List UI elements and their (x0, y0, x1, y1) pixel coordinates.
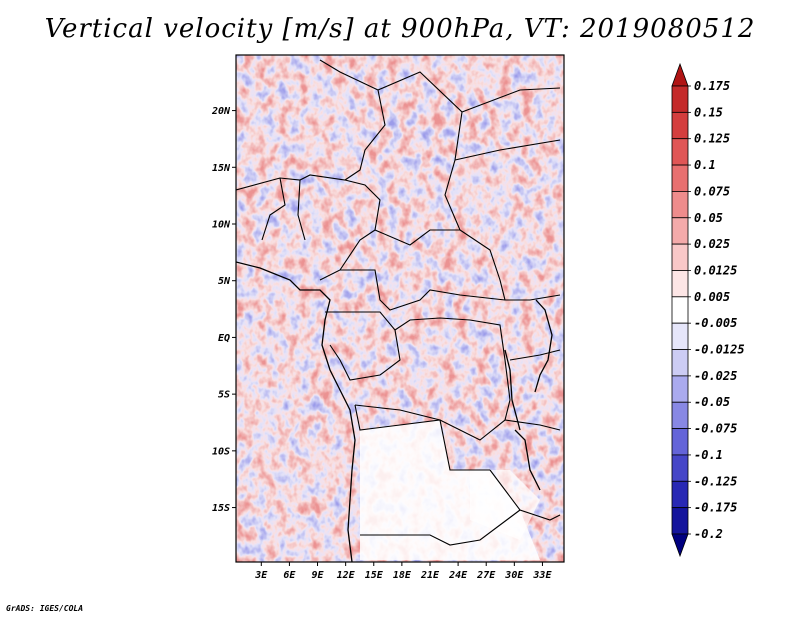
colorbar-segment (671, 111, 689, 140)
colorbar-segment (671, 349, 689, 377)
lat-tick-label: 10N (212, 220, 231, 231)
lat-tick-label: 15N (212, 163, 231, 174)
colorbar-bottom-arrow (671, 533, 689, 558)
lat-tick-label: 5S (218, 390, 230, 401)
colorbar-label: -0.005 (694, 316, 737, 330)
colorbar-segment (671, 480, 689, 509)
map-frame (235, 54, 565, 563)
lon-tick-label: 21E (420, 570, 440, 581)
colorbar-segment (671, 428, 689, 456)
colorbar-label: 0.15 (694, 105, 723, 119)
coastline (236, 261, 553, 562)
colorbar-label: -0.1 (694, 448, 723, 462)
colorbar-label: -0.175 (694, 501, 737, 515)
colorbar-segment (671, 270, 689, 298)
lat-tick-label: 5N (218, 276, 231, 287)
lat-tick-label: EQ (218, 333, 230, 344)
lon-tick-label: 18E (393, 570, 412, 581)
colorbar-label: 0.005 (694, 290, 730, 304)
lon-tick-label: 6E (283, 570, 296, 581)
grads-credit: GrADS: IGES/COLA (6, 604, 84, 613)
colorbar-label: -0.05 (694, 395, 730, 409)
lon-tick-label: 12E (337, 570, 356, 581)
longitude-axis: 3E 6E 9E 12E 15E 18E 21E 24E 27E 30E 33E (254, 562, 552, 581)
colorbar-top-arrow (671, 62, 689, 87)
colorbar-label: 0.175 (694, 79, 730, 93)
colorbar-label: 0.1 (694, 158, 716, 172)
colorbar-label: -0.2 (694, 527, 723, 541)
country-borders (236, 59, 561, 546)
lon-tick-label: 9E (312, 570, 325, 581)
colorbar: 0.175 0.15 0.125 0.1 0.075 0.05 0.025 0.0125 0.0… (671, 62, 745, 558)
latitude-axis: 20N 15N 10N 5N EQ 5S 10S 15S (211, 106, 236, 514)
lon-tick-label: 15E (365, 570, 384, 581)
lat-tick-label: 20N (211, 106, 231, 117)
colorbar-segment (671, 322, 689, 350)
lon-tick-label: 30E (504, 570, 524, 581)
colorbar-segment (671, 454, 689, 482)
colorbar-label: 0.025 (694, 237, 730, 251)
colorbar-segment (671, 138, 689, 166)
colorbar-segment (671, 375, 689, 403)
lon-tick-label: 3E (254, 570, 268, 581)
lon-tick-label: 24E (448, 570, 468, 581)
colorbar-label: 0.125 (694, 132, 730, 146)
lon-tick-label: 27E (476, 570, 496, 581)
colorbar-segment (671, 401, 689, 429)
colorbar-segment (671, 191, 689, 219)
colorbar-label: -0.125 (694, 474, 737, 488)
colorbar-segment (671, 243, 689, 271)
colorbar-segment (671, 85, 689, 113)
lat-tick-label: 15S (212, 503, 230, 514)
colorbar-label: -0.025 (694, 369, 737, 383)
velocity-field (236, 55, 564, 562)
colorbar-segment (671, 507, 689, 535)
colorbar-label: 0.05 (694, 211, 723, 225)
colorbar-segment (671, 217, 689, 245)
colorbar-label: 0.075 (694, 184, 730, 198)
colorbar-segment (671, 164, 689, 192)
lon-tick-label: 33E (532, 570, 552, 581)
colorbar-segment (671, 296, 689, 324)
map-title: Vertical velocity [m/s] at 900hPa, VT: 2… (44, 14, 756, 44)
lat-tick-label: 10S (212, 446, 230, 457)
colorbar-label: -0.0125 (694, 343, 745, 357)
colorbar-label: 0.0125 (694, 263, 737, 277)
colorbar-label: -0.075 (694, 422, 737, 436)
